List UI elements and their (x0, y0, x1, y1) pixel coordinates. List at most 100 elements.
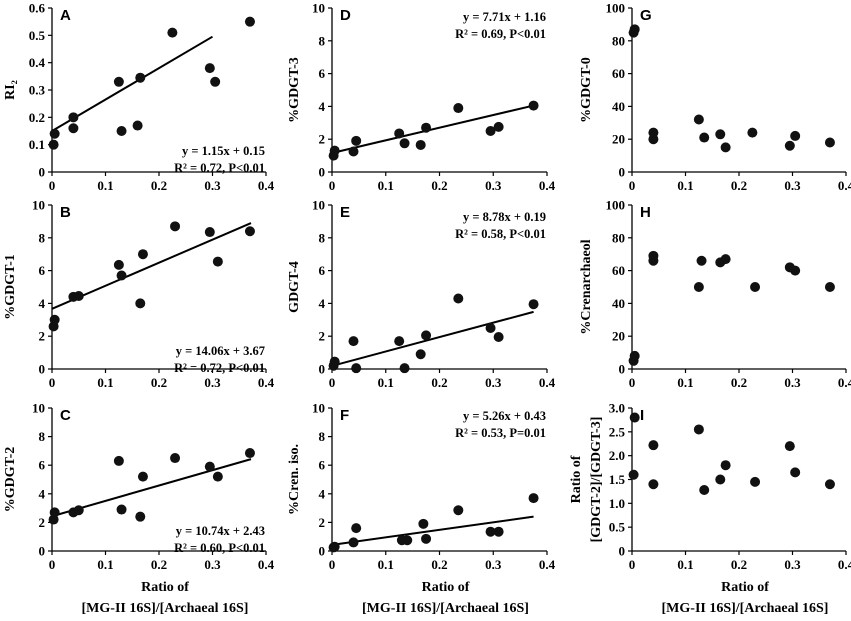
panel-letter: G (640, 7, 652, 24)
regression-line (51, 458, 252, 518)
data-point (48, 139, 59, 150)
data-point (244, 448, 255, 459)
regression-stats: R² = 0.53, P=0.01 (455, 426, 546, 440)
y-tick-label: 0 (319, 544, 326, 559)
data-point (784, 441, 795, 452)
x-axis-title-col-1: Ratio of [MG-II 16S]/[Archaeal 16S] (82, 580, 249, 616)
regression-line (51, 222, 252, 310)
panel-e: 0 2 4 6 8 10 0 0.1 0.2 0.3 0.4 E GDGT-4 y = 8.78x + 0… (287, 198, 556, 391)
data-point (790, 265, 801, 276)
data-point (421, 330, 432, 341)
panel-letter: I (640, 407, 644, 424)
y-tick-label: 2 (319, 132, 326, 147)
data-point (170, 221, 181, 232)
data-point (415, 349, 426, 360)
x-tick-label: 0 (629, 178, 636, 193)
panel-d: 0 2 4 6 8 10 0 0.1 0.2 0.3 0.4 D %GDGT-3 y = 7.71x + … (287, 1, 556, 194)
data-point (132, 120, 143, 131)
y-tick-label: 0.2 (29, 110, 45, 125)
x-tick-label: 0.4 (838, 178, 851, 193)
y-tick-label: 2.5 (609, 424, 626, 439)
x-tick-label: 0.2 (151, 557, 167, 572)
x-tick-label: 0.2 (731, 375, 747, 390)
x-tick-label: 0 (49, 557, 56, 572)
regression-line (337, 515, 534, 546)
data-point (204, 461, 215, 472)
y-tick-label: 2 (39, 329, 46, 344)
y-tick-label: 80 (612, 230, 625, 245)
x-tick-label: 0.4 (539, 557, 556, 572)
x-tick-label: 0.4 (258, 557, 275, 572)
x-tick-label: 0.2 (731, 557, 747, 572)
panel-c: 0 2 4 6 8 10 0 0.1 0.2 0.3 0.4 C %GDGT-2 y = 10.74x +… (3, 401, 275, 573)
data-point (210, 76, 221, 87)
panel-letter: F (340, 407, 349, 424)
x-tick-label: 0 (49, 178, 56, 193)
y-tick-label: 0 (619, 362, 626, 377)
y-tick-label: 2 (319, 515, 326, 530)
data-point (648, 479, 659, 490)
data-point (113, 259, 124, 270)
data-point (485, 526, 496, 537)
regression-line (334, 104, 534, 154)
x-tick-label: 0.3 (485, 178, 502, 193)
x-tick-label: 0 (629, 375, 636, 390)
x-tick-label: 0.3 (784, 178, 801, 193)
x-tick-label: 0.2 (431, 375, 447, 390)
x-tick-label: 0.1 (97, 375, 113, 390)
data-point (693, 114, 704, 125)
y-tick-label: 8 (319, 230, 326, 245)
x-tick-label: 0.1 (677, 178, 693, 193)
x-tick-label: 0.1 (677, 375, 693, 390)
data-point (784, 140, 795, 151)
y-tick-label: 0 (619, 165, 626, 180)
y-tick-label: 1.5 (609, 472, 626, 487)
x-tick-label: 0.4 (838, 557, 851, 572)
y-tick-label: 20 (612, 132, 625, 147)
x-tick-label: 0.2 (731, 178, 747, 193)
data-point (750, 282, 761, 292)
data-point (629, 350, 640, 361)
y-tick-label: 60 (612, 263, 625, 278)
y-tick-label: 4 (39, 296, 46, 311)
y-tick-label: 0 (39, 544, 46, 559)
x-tick-label: 0.2 (151, 178, 167, 193)
data-point (715, 474, 726, 485)
y-axis-label: %Crenarchaeol (579, 239, 594, 334)
data-point (204, 63, 215, 74)
y-tick-label: 0.5 (29, 28, 46, 43)
x-axis-title-line-1: Ratio of (422, 580, 470, 595)
y-tick-label: 8 (39, 429, 46, 444)
regression-line (51, 35, 214, 132)
data-point (49, 314, 60, 325)
panel-letter: E (340, 204, 350, 221)
x-tick-label: 0.2 (431, 557, 447, 572)
data-point (73, 505, 84, 516)
x-axis-title-line-1: Ratio of (721, 580, 769, 595)
y-tick-label: 4 (39, 486, 46, 501)
data-point (720, 142, 731, 153)
y-tick-label: 0.3 (29, 83, 46, 98)
panel-letter: B (60, 204, 71, 221)
data-point (351, 523, 362, 534)
x-tick-label: 0.4 (539, 178, 556, 193)
data-point (421, 122, 432, 133)
y-tick-label: 6 (319, 263, 326, 278)
data-point (170, 453, 181, 464)
x-tick-label: 0.1 (97, 557, 113, 572)
x-tick-label: 0.3 (204, 375, 221, 390)
data-point (204, 227, 215, 238)
y-tick-label: 4 (319, 296, 326, 311)
x-tick-label: 0 (329, 557, 336, 572)
data-point (73, 291, 84, 302)
data-point (244, 226, 255, 237)
x-tick-label: 0.1 (378, 375, 394, 390)
regression-equation: y = 7.71x + 1.16 (463, 10, 546, 24)
y-axis-label: %GDGT-0 (579, 57, 594, 123)
data-point (68, 123, 79, 134)
regression-stats: R² = 0.60, P<0.01 (174, 541, 265, 555)
data-point (715, 129, 726, 140)
panel-letter: D (340, 7, 351, 24)
data-point (212, 471, 223, 482)
